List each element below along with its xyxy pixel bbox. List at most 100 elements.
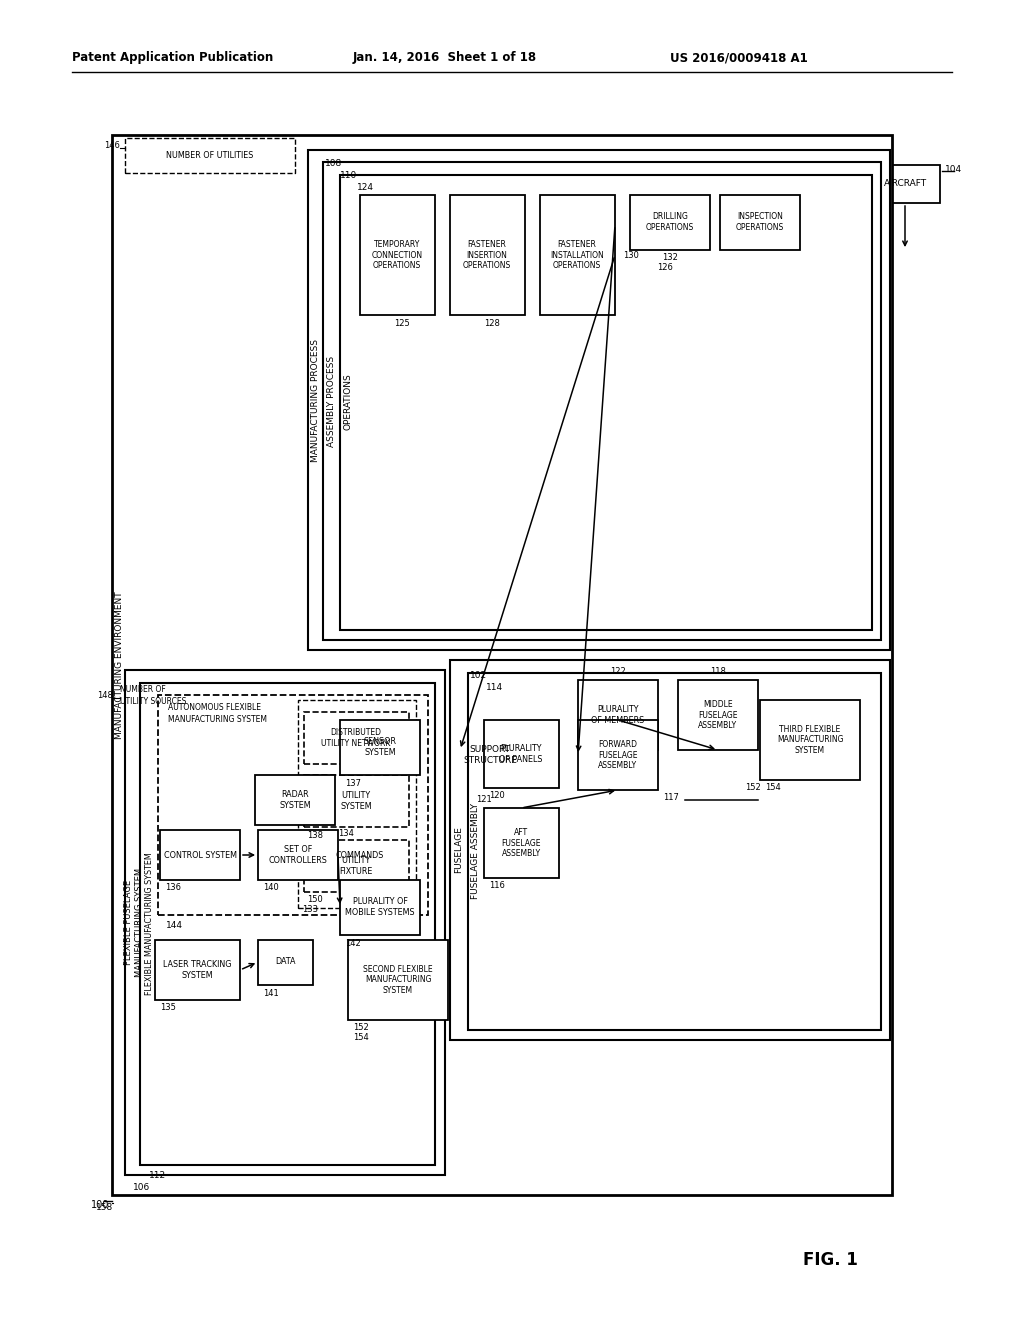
- Bar: [340, 176, 872, 630]
- Text: DATA: DATA: [274, 957, 295, 966]
- Text: 146: 146: [104, 141, 120, 150]
- Bar: [340, 719, 420, 775]
- Bar: [360, 195, 435, 315]
- Text: 148: 148: [97, 690, 113, 700]
- Bar: [340, 880, 420, 935]
- Text: PLURALITY
OF PANELS: PLURALITY OF PANELS: [500, 744, 543, 764]
- Text: MIDDLE
FUSELAGE
ASSEMBLY: MIDDLE FUSELAGE ASSEMBLY: [698, 700, 737, 730]
- Text: 112: 112: [150, 1171, 166, 1180]
- Text: 137: 137: [345, 779, 361, 788]
- Bar: [125, 139, 295, 173]
- Text: 122: 122: [610, 668, 626, 676]
- Text: LASER TRACKING
SYSTEM: LASER TRACKING SYSTEM: [163, 961, 231, 979]
- Text: 106: 106: [133, 1183, 151, 1192]
- Text: 138: 138: [307, 830, 323, 840]
- Text: 135: 135: [160, 1003, 176, 1012]
- Bar: [760, 700, 860, 780]
- Bar: [160, 830, 240, 880]
- Text: 120: 120: [489, 792, 505, 800]
- Text: 116: 116: [489, 882, 505, 891]
- Text: 118: 118: [710, 668, 726, 676]
- Bar: [112, 135, 892, 1195]
- Bar: [304, 711, 409, 764]
- Bar: [258, 940, 313, 985]
- Text: 154: 154: [765, 784, 780, 792]
- Text: FLEXIBLE FUSELAGE
MANUFACTURING SYSTEM: FLEXIBLE FUSELAGE MANUFACTURING SYSTEM: [124, 867, 143, 977]
- Text: PLURALITY OF
MOBILE SYSTEMS: PLURALITY OF MOBILE SYSTEMS: [345, 898, 415, 916]
- Bar: [304, 840, 409, 892]
- Text: 134: 134: [338, 829, 354, 837]
- Text: NUMBER OF UTILITIES: NUMBER OF UTILITIES: [166, 150, 254, 160]
- Text: AIRCRAFT: AIRCRAFT: [884, 180, 927, 189]
- Text: 152: 152: [745, 784, 761, 792]
- Text: 140: 140: [263, 883, 279, 892]
- Text: THIRD FLEXIBLE
MANUFACTURING
SYSTEM: THIRD FLEXIBLE MANUFACTURING SYSTEM: [777, 725, 843, 755]
- Bar: [255, 775, 335, 825]
- Text: Jan. 14, 2016  Sheet 1 of 18: Jan. 14, 2016 Sheet 1 of 18: [353, 51, 538, 65]
- Text: RADAR
SYSTEM: RADAR SYSTEM: [280, 791, 311, 809]
- Text: ASSEMBLY PROCESS: ASSEMBLY PROCESS: [327, 355, 336, 446]
- Bar: [484, 808, 559, 878]
- Bar: [298, 700, 416, 908]
- Text: 114: 114: [486, 684, 503, 693]
- Text: DISTRIBUTED
UTILITY NETWORK: DISTRIBUTED UTILITY NETWORK: [322, 729, 391, 747]
- Text: 133: 133: [302, 906, 318, 915]
- Text: 128: 128: [484, 318, 500, 327]
- Text: 108: 108: [325, 158, 342, 168]
- Bar: [484, 719, 559, 788]
- Bar: [125, 671, 445, 1175]
- Text: FIG. 1: FIG. 1: [803, 1251, 857, 1269]
- Text: PLURALITY
OF MEMBERS: PLURALITY OF MEMBERS: [592, 705, 645, 725]
- Bar: [140, 682, 435, 1166]
- Text: AFT
FUSELAGE
ASSEMBLY: AFT FUSELAGE ASSEMBLY: [502, 828, 541, 858]
- Bar: [450, 660, 890, 1040]
- Text: 125: 125: [394, 318, 410, 327]
- Bar: [630, 195, 710, 249]
- Text: NUMBER OF: NUMBER OF: [120, 685, 166, 694]
- Text: 154: 154: [353, 1034, 369, 1043]
- Bar: [155, 940, 240, 1001]
- Bar: [258, 830, 338, 880]
- Bar: [308, 150, 890, 649]
- Bar: [304, 775, 409, 828]
- Bar: [578, 680, 658, 750]
- Text: FUSELAGE: FUSELAGE: [455, 826, 464, 874]
- Text: 150: 150: [307, 895, 323, 904]
- Text: SUPPORT
STRUCTURE: SUPPORT STRUCTURE: [463, 746, 517, 764]
- Text: 126: 126: [657, 264, 673, 272]
- Bar: [678, 680, 758, 750]
- Text: OPERATIONS: OPERATIONS: [343, 374, 352, 430]
- Bar: [578, 719, 658, 789]
- Bar: [450, 195, 525, 315]
- Text: TEMPORARY
CONNECTION
OPERATIONS: TEMPORARY CONNECTION OPERATIONS: [372, 240, 423, 269]
- Text: 142: 142: [345, 939, 360, 948]
- Text: UTILITY SOURCES: UTILITY SOURCES: [120, 697, 186, 706]
- Text: MANUFACTURING SYSTEM: MANUFACTURING SYSTEM: [168, 715, 267, 725]
- Text: CONTROL SYSTEM: CONTROL SYSTEM: [164, 850, 237, 859]
- Text: DRILLING
OPERATIONS: DRILLING OPERATIONS: [646, 213, 694, 232]
- Bar: [540, 195, 615, 315]
- Text: SET OF
CONTROLLERS: SET OF CONTROLLERS: [268, 845, 328, 865]
- Text: AUTONOMOUS FLEXIBLE: AUTONOMOUS FLEXIBLE: [168, 702, 261, 711]
- Text: 104: 104: [945, 165, 963, 174]
- Text: US 2016/0009418 A1: US 2016/0009418 A1: [670, 51, 808, 65]
- Text: MANUFACTURING PROCESS: MANUFACTURING PROCESS: [311, 338, 321, 462]
- Bar: [158, 696, 428, 915]
- Text: MANUFACTURING ENVIRONMENT: MANUFACTURING ENVIRONMENT: [116, 591, 125, 739]
- Text: 121: 121: [476, 796, 492, 804]
- Text: 158: 158: [96, 1203, 113, 1212]
- Text: FLEXIBLE MANUFACTURING SYSTEM: FLEXIBLE MANUFACTURING SYSTEM: [144, 853, 154, 995]
- Text: FASTENER
INSTALLATION
OPERATIONS: FASTENER INSTALLATION OPERATIONS: [550, 240, 604, 269]
- Text: SENSOR
SYSTEM: SENSOR SYSTEM: [364, 738, 396, 756]
- Text: SECOND FLEXIBLE
MANUFACTURING
SYSTEM: SECOND FLEXIBLE MANUFACTURING SYSTEM: [364, 965, 433, 995]
- Bar: [870, 165, 940, 203]
- Text: 124: 124: [357, 183, 374, 193]
- Text: 110: 110: [340, 170, 357, 180]
- Text: UTILITY
SYSTEM: UTILITY SYSTEM: [340, 791, 372, 810]
- Text: 117: 117: [663, 793, 679, 803]
- Text: 152: 152: [353, 1023, 369, 1032]
- Bar: [323, 162, 881, 640]
- Text: 136: 136: [165, 883, 181, 892]
- Text: INSPECTION
OPERATIONS: INSPECTION OPERATIONS: [736, 213, 784, 232]
- Text: FORWARD
FUSELAGE
ASSEMBLY: FORWARD FUSELAGE ASSEMBLY: [598, 741, 638, 770]
